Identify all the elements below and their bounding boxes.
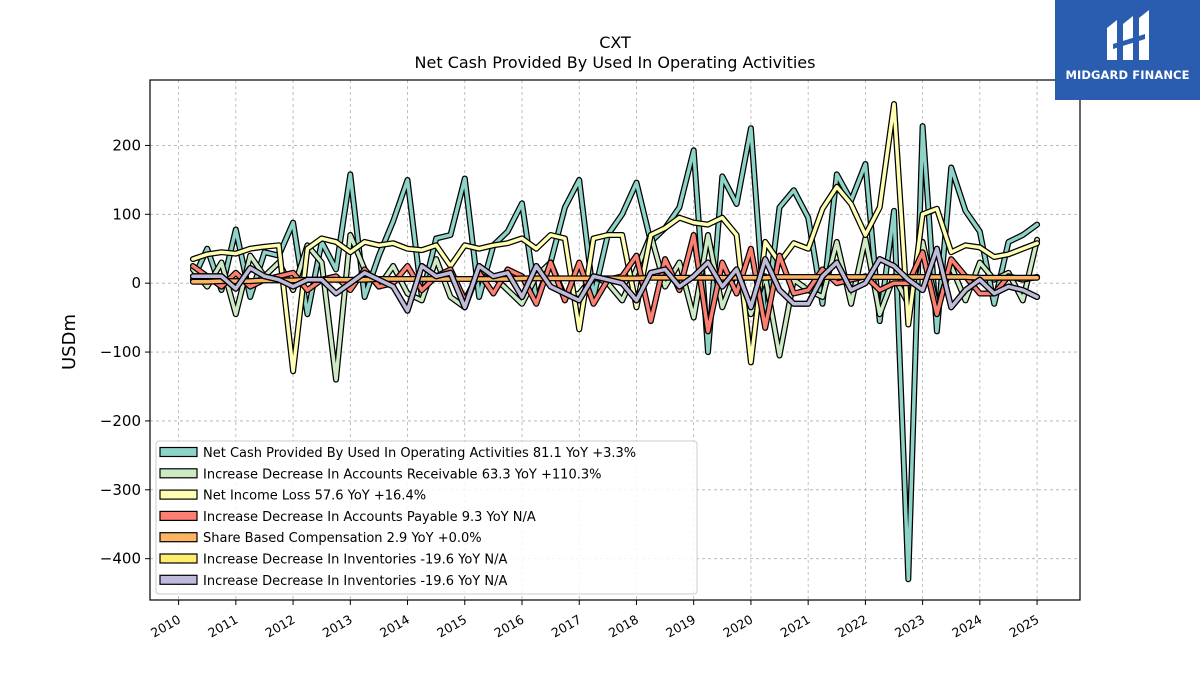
series-stroke	[191, 246, 1039, 313]
legend: Net Cash Provided By Used In Operating A…	[155, 440, 698, 595]
y-tick-label: 100	[112, 205, 141, 223]
legend-swatch	[159, 446, 198, 458]
legend-label: Net Income Loss 57.6 YoY +16.4%	[203, 489, 426, 504]
legend-item: Share Based Compensation 2.9 YoY +0.0%	[159, 531, 482, 546]
legend-swatch	[159, 489, 198, 500]
legend-label: Increase Decrease In Accounts Receivable…	[203, 467, 601, 482]
x-tick-label: 2013	[320, 612, 355, 641]
x-axis: 2010 2011 2012 2013 2014 2015 2016 2017 2018 2019…	[148, 600, 1042, 641]
legend-label: Increase Decrease In Inventories -19.6 Y…	[203, 574, 507, 589]
x-tick-label: 2021	[778, 612, 813, 641]
y-tick-label: 200	[112, 136, 141, 154]
x-tick-label: 2015	[434, 612, 469, 641]
legend-item: Net Cash Provided By Used In Operating A…	[159, 446, 636, 461]
legend-label: Net Cash Provided By Used In Operating A…	[203, 446, 636, 461]
legend-label: Increase Decrease In Accounts Payable 9.…	[203, 510, 536, 525]
logo-mark-icon	[1107, 10, 1149, 60]
x-tick-label: 2011	[205, 612, 240, 641]
chart-title: CXT	[599, 33, 631, 52]
legend-label: Increase Decrease In Inventories -19.6 Y…	[203, 553, 507, 568]
y-tick-label: −200	[100, 412, 141, 430]
series-stroke	[191, 102, 1039, 374]
plot-frame	[149, 79, 1081, 601]
x-tick-label: 2019	[663, 612, 698, 641]
legend-label: Share Based Compensation 2.9 YoY +0.0%	[203, 531, 482, 546]
x-tick-label: 2024	[949, 612, 984, 641]
y-axis: −400 −300 −200 −100 0 100 200	[100, 136, 150, 568]
legend-item: Net Income Loss 57.6 YoY +16.4%	[159, 489, 426, 504]
series-line-2	[189, 101, 1041, 375]
legend-swatch	[159, 510, 198, 521]
legend-swatch	[159, 553, 198, 564]
legend-item: Increase Decrease In Accounts Receivable…	[159, 467, 601, 482]
logo-text: MIDGARD FINANCE	[1065, 68, 1190, 82]
x-tick-label: 2018	[606, 612, 641, 641]
series-line-6	[189, 245, 1041, 314]
x-tick-label: 2022	[835, 612, 870, 641]
y-tick-label: 0	[131, 274, 141, 292]
legend-box	[155, 440, 698, 595]
legend-swatch	[159, 468, 198, 479]
x-tick-label: 2020	[720, 612, 755, 641]
y-axis-label: USDm	[59, 314, 80, 370]
legend-item: Increase Decrease In Inventories -19.6 Y…	[159, 574, 507, 589]
series-layer	[189, 101, 1041, 583]
series-outline	[189, 101, 1041, 375]
chart-subtitle: Net Cash Provided By Used In Operating A…	[415, 53, 816, 72]
midgard-finance-logo: MIDGARD FINANCE	[1055, 0, 1200, 100]
x-tick-label: 2012	[263, 612, 298, 641]
x-tick-label: 2017	[549, 612, 584, 641]
legend-swatch	[159, 574, 198, 585]
x-tick-label: 2016	[491, 612, 526, 641]
x-tick-label: 2023	[892, 612, 927, 641]
legend-swatch	[159, 532, 198, 543]
legend-item: Increase Decrease In Accounts Payable 9.…	[159, 510, 536, 525]
x-tick-label: 2014	[377, 612, 412, 641]
x-tick-label: 2025	[1007, 612, 1042, 641]
y-tick-label: −100	[100, 343, 141, 361]
y-tick-label: −400	[100, 550, 141, 568]
legend-item: Increase Decrease In Inventories -19.6 Y…	[159, 553, 507, 568]
x-tick-label: 2010	[148, 612, 183, 641]
y-tick-label: −300	[100, 481, 141, 499]
